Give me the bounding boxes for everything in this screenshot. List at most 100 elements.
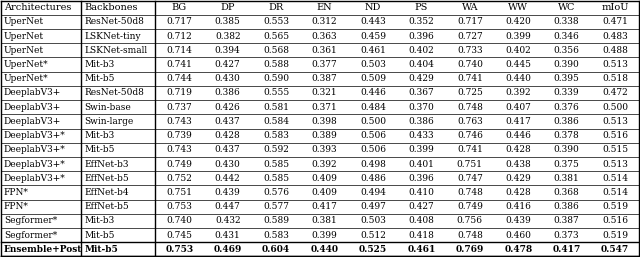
Text: 0.446: 0.446 xyxy=(506,131,531,140)
Text: 0.583: 0.583 xyxy=(263,131,289,140)
Text: EN: EN xyxy=(317,3,332,12)
Text: DeeplabV3+*: DeeplabV3+* xyxy=(4,145,66,154)
Text: EffNet-b5: EffNet-b5 xyxy=(84,202,129,211)
Text: 0.555: 0.555 xyxy=(263,88,289,97)
Text: 0.498: 0.498 xyxy=(360,160,386,169)
Text: 0.506: 0.506 xyxy=(360,131,386,140)
Text: 0.585: 0.585 xyxy=(263,174,289,183)
Text: 0.394: 0.394 xyxy=(215,46,241,55)
Text: 0.321: 0.321 xyxy=(312,88,337,97)
Text: 0.513: 0.513 xyxy=(602,160,628,169)
Text: UperNet*: UperNet* xyxy=(4,74,49,83)
Text: 0.577: 0.577 xyxy=(263,202,289,211)
Text: FPN*: FPN* xyxy=(4,202,29,211)
Text: 0.484: 0.484 xyxy=(360,103,386,112)
Text: Swin-large: Swin-large xyxy=(84,117,134,126)
Text: 0.547: 0.547 xyxy=(601,245,629,254)
Text: 0.407: 0.407 xyxy=(506,103,531,112)
Text: 0.429: 0.429 xyxy=(506,174,531,183)
Text: 0.386: 0.386 xyxy=(554,202,580,211)
Text: 0.751: 0.751 xyxy=(166,188,192,197)
Text: 0.371: 0.371 xyxy=(312,103,337,112)
Text: 0.763: 0.763 xyxy=(457,117,483,126)
Text: Mit-b5: Mit-b5 xyxy=(84,231,115,240)
Text: WA: WA xyxy=(461,3,478,12)
Text: 0.409: 0.409 xyxy=(312,174,337,183)
Text: 0.497: 0.497 xyxy=(360,202,386,211)
Text: 0.417: 0.417 xyxy=(506,117,531,126)
Text: ResNet-50d8: ResNet-50d8 xyxy=(84,88,145,97)
Text: 0.361: 0.361 xyxy=(312,46,337,55)
Text: 0.743: 0.743 xyxy=(166,117,192,126)
Text: 0.378: 0.378 xyxy=(554,131,580,140)
Text: 0.503: 0.503 xyxy=(360,216,386,225)
Text: Mit-b3: Mit-b3 xyxy=(84,216,115,225)
Text: 0.446: 0.446 xyxy=(360,88,386,97)
Text: 0.367: 0.367 xyxy=(408,88,435,97)
Text: DeeplabV3+: DeeplabV3+ xyxy=(4,117,61,126)
Text: Architectures: Architectures xyxy=(4,3,71,12)
Text: 0.395: 0.395 xyxy=(554,74,580,83)
Text: 0.447: 0.447 xyxy=(215,202,241,211)
Text: 0.751: 0.751 xyxy=(457,160,483,169)
Text: 0.381: 0.381 xyxy=(554,174,580,183)
Text: 0.739: 0.739 xyxy=(166,131,192,140)
Text: DP: DP xyxy=(220,3,235,12)
Text: 0.399: 0.399 xyxy=(312,231,337,240)
Text: 0.382: 0.382 xyxy=(215,32,241,41)
Text: 0.408: 0.408 xyxy=(408,216,435,225)
Text: WW: WW xyxy=(508,3,528,12)
Text: EffNet-b4: EffNet-b4 xyxy=(84,188,129,197)
Text: 0.769: 0.769 xyxy=(456,245,484,254)
Text: 0.352: 0.352 xyxy=(408,17,435,26)
Text: 0.749: 0.749 xyxy=(457,202,483,211)
Text: BG: BG xyxy=(172,3,187,12)
Text: 0.513: 0.513 xyxy=(602,60,628,69)
Text: LSKNet-small: LSKNet-small xyxy=(84,46,148,55)
Text: 0.427: 0.427 xyxy=(408,202,435,211)
Text: 0.583: 0.583 xyxy=(263,231,289,240)
Text: 0.417: 0.417 xyxy=(552,245,580,254)
Text: ND: ND xyxy=(365,3,381,12)
Text: 0.428: 0.428 xyxy=(506,188,531,197)
Text: 0.346: 0.346 xyxy=(554,32,580,41)
Text: 0.565: 0.565 xyxy=(263,32,289,41)
Text: 0.712: 0.712 xyxy=(166,32,192,41)
Text: 0.588: 0.588 xyxy=(263,60,289,69)
Text: 0.339: 0.339 xyxy=(554,88,579,97)
Text: 0.429: 0.429 xyxy=(408,74,435,83)
Text: 0.737: 0.737 xyxy=(166,103,192,112)
Text: DeeplabV3+: DeeplabV3+ xyxy=(4,88,61,97)
Text: 0.518: 0.518 xyxy=(602,74,628,83)
Text: Mit-b5: Mit-b5 xyxy=(84,245,118,254)
Text: 0.445: 0.445 xyxy=(505,60,531,69)
Text: ResNet-50d8: ResNet-50d8 xyxy=(84,17,145,26)
Text: 0.363: 0.363 xyxy=(312,32,337,41)
Text: Mit-b3: Mit-b3 xyxy=(84,131,115,140)
Text: 0.433: 0.433 xyxy=(408,131,434,140)
Text: 0.483: 0.483 xyxy=(602,32,628,41)
Text: 0.440: 0.440 xyxy=(310,245,339,254)
Text: DeeplabV3+*: DeeplabV3+* xyxy=(4,131,66,140)
Text: 0.516: 0.516 xyxy=(602,216,628,225)
Text: 0.519: 0.519 xyxy=(602,231,628,240)
Text: 0.387: 0.387 xyxy=(312,74,337,83)
Text: 0.743: 0.743 xyxy=(166,145,192,154)
Text: 0.753: 0.753 xyxy=(165,245,193,254)
Text: 0.426: 0.426 xyxy=(215,103,241,112)
Text: 0.418: 0.418 xyxy=(408,231,435,240)
Text: 0.381: 0.381 xyxy=(312,216,337,225)
Text: 0.717: 0.717 xyxy=(166,17,192,26)
Text: 0.514: 0.514 xyxy=(602,188,628,197)
Text: 0.748: 0.748 xyxy=(457,231,483,240)
Text: 0.584: 0.584 xyxy=(263,117,289,126)
Text: 0.576: 0.576 xyxy=(263,188,289,197)
Text: 0.733: 0.733 xyxy=(457,46,483,55)
Text: 0.745: 0.745 xyxy=(166,231,192,240)
Text: 0.748: 0.748 xyxy=(457,188,483,197)
Text: 0.368: 0.368 xyxy=(554,188,580,197)
Text: 0.512: 0.512 xyxy=(360,231,386,240)
Text: 0.402: 0.402 xyxy=(506,46,531,55)
Text: UperNet: UperNet xyxy=(4,17,44,26)
Text: 0.417: 0.417 xyxy=(312,202,337,211)
